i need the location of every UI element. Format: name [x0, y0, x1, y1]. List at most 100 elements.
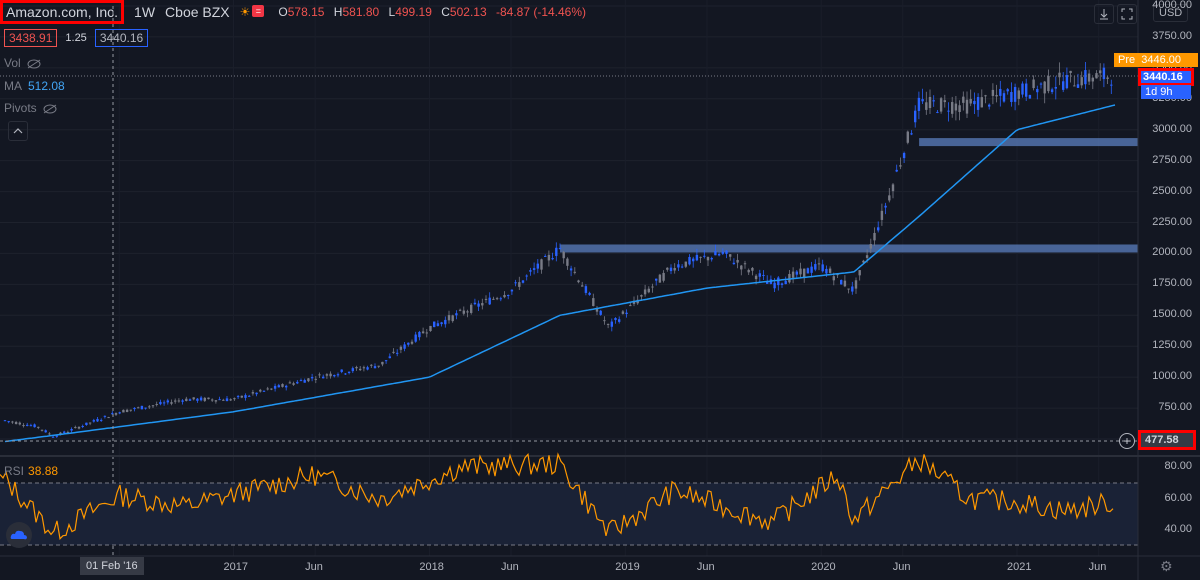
candle-body: [521, 280, 525, 283]
candle-body: [33, 424, 36, 428]
candle-body: [451, 315, 454, 322]
candle-body: [277, 385, 280, 388]
interval-label[interactable]: 1W: [134, 4, 156, 20]
candle-body: [159, 401, 162, 405]
candle-body: [492, 298, 495, 300]
candle-body: [484, 298, 488, 300]
candle-body: [551, 258, 554, 260]
candle-body: [603, 320, 606, 322]
candle-body: [470, 304, 473, 313]
candle-body: [555, 247, 558, 256]
candle-body: [48, 433, 51, 435]
candle-body: [832, 276, 835, 281]
candle-body: [307, 378, 310, 382]
candle-body: [684, 261, 687, 267]
candle-body: [207, 397, 210, 400]
candle-body: [344, 373, 347, 375]
candle-body: [547, 254, 551, 261]
candle-body: [266, 388, 269, 390]
candle-body: [584, 286, 588, 293]
candle-body: [381, 361, 384, 365]
candle-body: [11, 421, 14, 423]
candlestick-series: [3, 61, 1113, 438]
candle-body: [880, 210, 884, 220]
candle-body: [1062, 81, 1065, 90]
eye-hidden-icon[interactable]: [43, 103, 57, 114]
candle-body: [784, 280, 787, 285]
candle-body: [225, 398, 229, 402]
candle-body: [111, 413, 114, 415]
candle-body: [621, 311, 625, 314]
candle-body: [118, 412, 121, 414]
candle-body: [44, 430, 47, 433]
currency-button[interactable]: USD: [1153, 4, 1189, 22]
candle-body: [151, 405, 155, 407]
candle-body: [236, 396, 240, 398]
indicator-vol[interactable]: Vol: [4, 56, 41, 70]
download-icon[interactable]: [1094, 4, 1114, 24]
candle-body: [377, 365, 380, 367]
candle-body: [699, 256, 702, 258]
indicator-pivots[interactable]: Pivots: [4, 101, 57, 115]
grid-lines: [0, 5, 1138, 440]
candle-body: [488, 297, 491, 305]
exchange-label: Cboe BZX: [165, 4, 230, 20]
chevron-up-icon[interactable]: [8, 121, 28, 141]
crosshair-time-tag: 01 Feb '16: [80, 557, 144, 575]
candle-body: [1106, 77, 1109, 79]
candle-body: [891, 184, 895, 192]
eye-hidden-icon[interactable]: [27, 58, 41, 69]
candle-body: [310, 377, 314, 379]
candle-body: [477, 303, 480, 307]
candle-body: [951, 102, 954, 114]
candle-body: [525, 275, 528, 277]
candle-body: [336, 374, 340, 376]
candle-body: [218, 399, 221, 401]
symbol-title[interactable]: Amazon.com, Inc.: [0, 0, 125, 24]
price-tick-label: 3000.00: [1152, 122, 1192, 135]
candle-body: [436, 323, 440, 326]
candle-body: [729, 254, 732, 257]
candle-body: [162, 402, 166, 404]
fullscreen-icon[interactable]: [1117, 4, 1137, 24]
candle-body: [925, 102, 928, 110]
indicator-ma[interactable]: MA 512.08: [4, 79, 65, 93]
indicator-rsi[interactable]: RSI 38.88: [4, 464, 59, 478]
pivot-zone: [919, 138, 1138, 147]
candle-body: [643, 289, 647, 295]
candle-body: [133, 407, 136, 410]
candle-body: [721, 251, 724, 254]
candle-body: [340, 369, 343, 372]
candle-body: [895, 169, 898, 172]
candle-body: [899, 165, 902, 167]
rsi-value: 38.88: [28, 464, 59, 478]
candle-body: [281, 384, 284, 387]
candle-body: [780, 283, 784, 285]
candle-body: [562, 251, 565, 259]
candle-body: [751, 267, 754, 271]
time-tick-label: Jun: [501, 561, 519, 573]
candle-body: [333, 374, 336, 377]
ask-price[interactable]: 3440.16: [94, 29, 149, 47]
candle-body: [1028, 95, 1032, 99]
candle-body: [962, 96, 965, 103]
gear-icon[interactable]: ⚙: [1160, 558, 1173, 574]
candle-body: [188, 399, 192, 401]
candle-body: [965, 99, 969, 114]
candle-body: [854, 280, 858, 289]
candle-body: [747, 269, 750, 273]
candle-body: [791, 271, 795, 278]
candle-body: [29, 425, 33, 427]
bid-price[interactable]: 3438.91: [4, 29, 58, 47]
add-alert-icon[interactable]: +: [1119, 433, 1135, 449]
candle-body: [806, 268, 810, 274]
candle-body: [96, 418, 99, 422]
candle-body: [196, 398, 199, 401]
countdown-tag: 1d 9h: [1141, 85, 1191, 99]
candle-body: [762, 274, 765, 276]
cloud-logo-icon[interactable]: [6, 522, 32, 548]
candle-body: [625, 312, 628, 315]
candle-body: [1087, 73, 1091, 82]
candle-body: [1036, 89, 1039, 93]
